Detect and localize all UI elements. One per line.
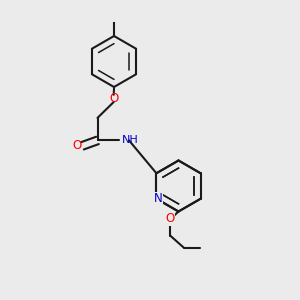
Text: O: O — [110, 92, 118, 105]
Text: N: N — [154, 192, 162, 205]
Text: O: O — [166, 212, 175, 226]
Text: NH: NH — [122, 135, 138, 146]
Text: O: O — [73, 139, 82, 152]
